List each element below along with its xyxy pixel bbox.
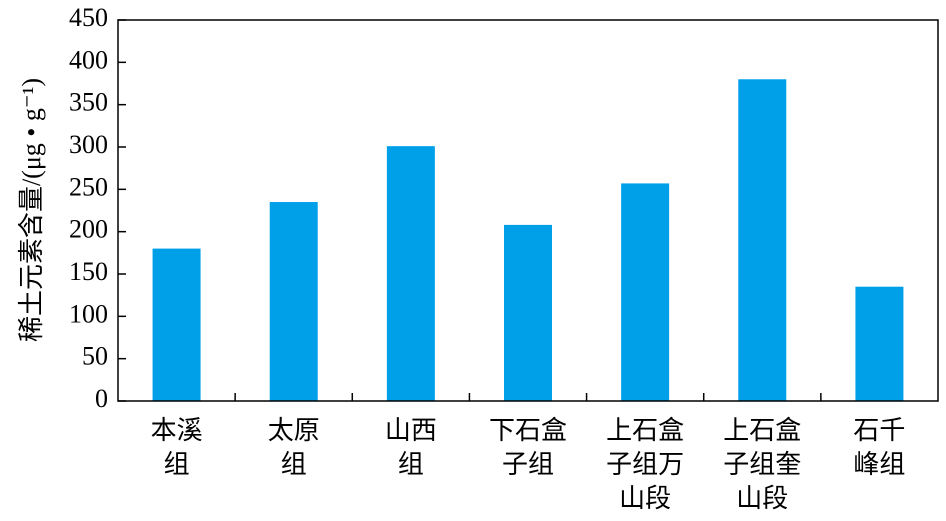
x-tick-label: 峰组 — [853, 450, 905, 479]
x-tick-label: 组 — [281, 450, 307, 479]
x-tick-label: 下石盒 — [489, 416, 567, 445]
x-tick-label: 上石盒 — [606, 416, 684, 445]
x-tick-label: 山西 — [385, 416, 437, 445]
y-tick-label: 400 — [69, 45, 108, 74]
bar — [504, 224, 552, 401]
bar — [152, 248, 201, 401]
y-tick-label: 350 — [69, 88, 108, 117]
frame — [117, 19, 939, 402]
y-tick-label: 100 — [69, 299, 108, 328]
x-tick-label: 子组 — [502, 450, 554, 479]
y-tick-label: 0 — [95, 384, 108, 413]
x-tick-label: 组 — [164, 450, 190, 479]
x-tick-label: 组 — [398, 450, 424, 479]
x-tick-label: 子组奎 — [723, 450, 801, 479]
y-tick-label: 150 — [69, 257, 108, 286]
bar — [269, 202, 318, 401]
x-tick-label: 太原 — [268, 416, 320, 445]
y-tick-label: 250 — [69, 172, 108, 201]
bar — [386, 146, 435, 401]
x-tick-label: 石千 — [853, 416, 905, 445]
bar — [738, 79, 787, 402]
y-tick-label: 300 — [69, 130, 108, 159]
y-tick-label: 50 — [82, 342, 108, 371]
y-tick-label: 200 — [69, 215, 108, 244]
x-tick-label: 本溪 — [151, 416, 203, 445]
y-axis-label: 稀土元素含量/(μg • g⁻¹) — [17, 78, 46, 342]
x-tick-label: 上石盒 — [723, 416, 801, 445]
y-tick-label: 450 — [69, 3, 108, 32]
x-tick-label: 山段 — [736, 484, 788, 513]
bar — [855, 286, 904, 401]
bar — [621, 183, 670, 401]
x-tick-label: 山段 — [619, 484, 671, 513]
x-tick-label: 子组万 — [606, 450, 684, 479]
